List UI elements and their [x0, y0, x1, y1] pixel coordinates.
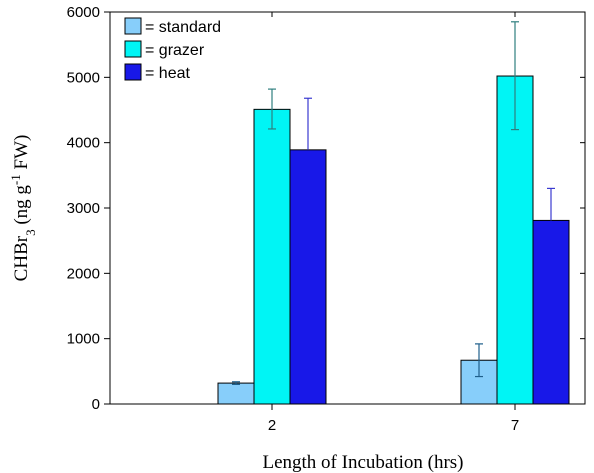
legend-label-3: = heat [145, 65, 190, 82]
y-tick-label-3000: 3000 [67, 200, 100, 217]
y-tick-label-4000: 4000 [67, 135, 100, 152]
ticks-layer: 0 1000 2000 3000 4000 5000 6000 2 7 [67, 4, 585, 434]
y-tick-label-6000: 6000 [67, 4, 100, 21]
error-bars-layer [232, 21, 555, 385]
x-axis-label: Length of Incubation (hrs) [262, 452, 463, 473]
bar-3-2 [289, 149, 327, 405]
legend-swatch-2 [124, 40, 142, 58]
y-axis-label-prefix: CHBr [11, 235, 32, 281]
bar-1-2 [217, 382, 255, 405]
y-tick-label-2000: 2000 [67, 265, 100, 282]
legend: = standard = grazer = heat [124, 17, 221, 82]
legend-label-1: = standard [145, 19, 221, 36]
y-axis-label: CHBr3 (ng g-1 FW) [8, 135, 38, 282]
legend-label-2: = grazer [145, 42, 205, 59]
bar-2-2 [253, 108, 291, 405]
x-tick-label-2: 2 [268, 417, 276, 434]
legend-swatch-1 [124, 17, 142, 35]
legend-swatch-3 [124, 63, 142, 81]
y-tick-label-1000: 1000 [67, 331, 100, 348]
x-tick-label-7: 7 [511, 417, 519, 434]
y-axis-label-subscript: 3 [23, 229, 38, 236]
y-axis-label-mid: (ng g [11, 185, 32, 230]
y-tick-label-5000: 5000 [67, 69, 100, 86]
bar-3-7 [532, 219, 570, 405]
y-axis-label-superscript: -1 [8, 174, 23, 185]
y-tick-label-0: 0 [92, 396, 100, 413]
y-axis-label-suffix: FW) [11, 135, 32, 175]
